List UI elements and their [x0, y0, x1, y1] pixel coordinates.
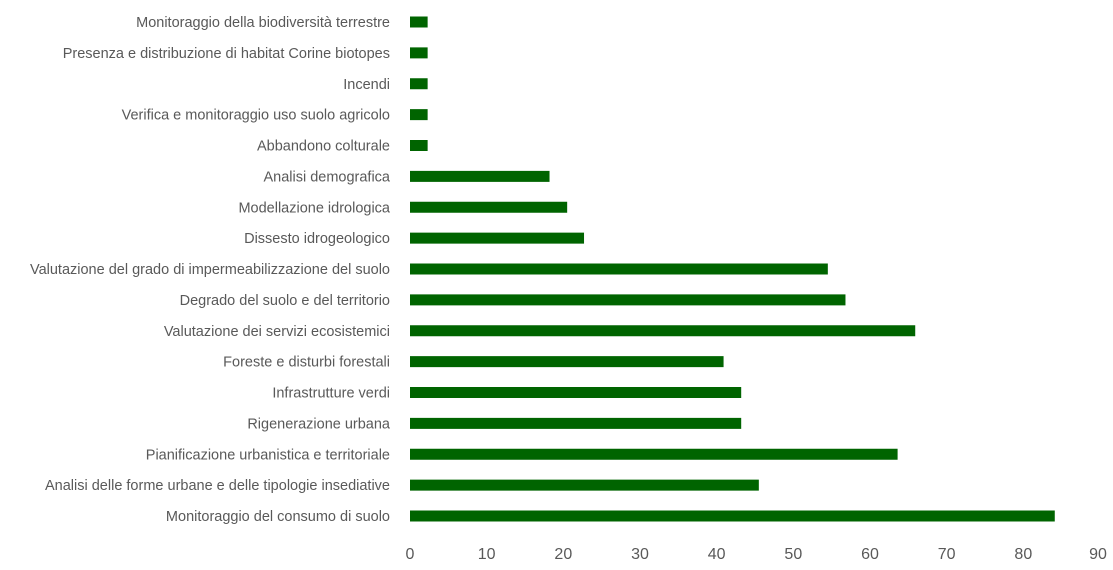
bar: [410, 140, 428, 151]
bar: [410, 479, 759, 491]
bars-group: [410, 16, 1055, 522]
x-tick-label: 70: [938, 546, 956, 563]
bar: [410, 47, 428, 59]
category-label: Infrastrutture verdi: [272, 386, 390, 402]
category-label: Pianificazione urbanistica e territorial…: [146, 447, 390, 463]
bar: [410, 16, 428, 28]
bar: [410, 417, 742, 429]
category-label: Dissesto idrogeologico: [244, 231, 390, 247]
category-label: Valutazione del grado di impermeabilizza…: [30, 262, 390, 278]
category-label: Analisi delle forme urbane e delle tipol…: [45, 478, 390, 494]
category-label: Incendi: [343, 77, 390, 93]
category-label: Degrado del suolo e del territorio: [180, 293, 390, 309]
bar: [410, 325, 916, 337]
x-tick-label: 90: [1089, 546, 1107, 563]
x-tick-label: 50: [784, 546, 802, 563]
x-tick-label: 30: [631, 546, 649, 563]
category-label: Verifica e monitoraggio uso suolo agrico…: [122, 108, 390, 124]
x-tick-label: 20: [554, 546, 572, 563]
x-tick-label: 60: [861, 546, 879, 563]
bar: [410, 201, 568, 213]
category-label: Valutazione dei servizi ecosistemici: [164, 324, 390, 340]
x-tick-label: 10: [478, 546, 496, 563]
bar: [410, 448, 898, 460]
bar: [410, 170, 550, 182]
category-label: Monitoraggio della biodiversità terrestr…: [136, 15, 390, 31]
bar: [410, 510, 1055, 522]
x-tick-label: 40: [708, 546, 726, 563]
category-label: Analisi demografica: [263, 169, 390, 185]
category-label: Foreste e disturbi forestali: [223, 355, 390, 371]
category-label: Monitoraggio del consumo di suolo: [166, 509, 390, 525]
category-label: Presenza e distribuzione di habitat Cori…: [63, 46, 390, 62]
category-label: Modellazione idrologica: [238, 200, 390, 216]
bar: [410, 263, 828, 275]
x-tick-label: 0: [406, 546, 415, 563]
bar: [410, 356, 724, 368]
bar: [410, 294, 846, 306]
bar: [410, 387, 742, 398]
category-label: Rigenerazione urbana: [247, 416, 391, 432]
category-labels-group: Monitoraggio della biodiversità terrestr…: [30, 15, 391, 525]
bar: [410, 232, 585, 244]
bar: [410, 109, 428, 121]
bar: [410, 78, 428, 90]
category-label: Abbandono colturale: [257, 139, 390, 155]
x-tick-labels-group: 0 10 20 30 40 50 60 70 80 90: [406, 546, 1107, 563]
x-tick-label: 80: [1014, 546, 1032, 563]
